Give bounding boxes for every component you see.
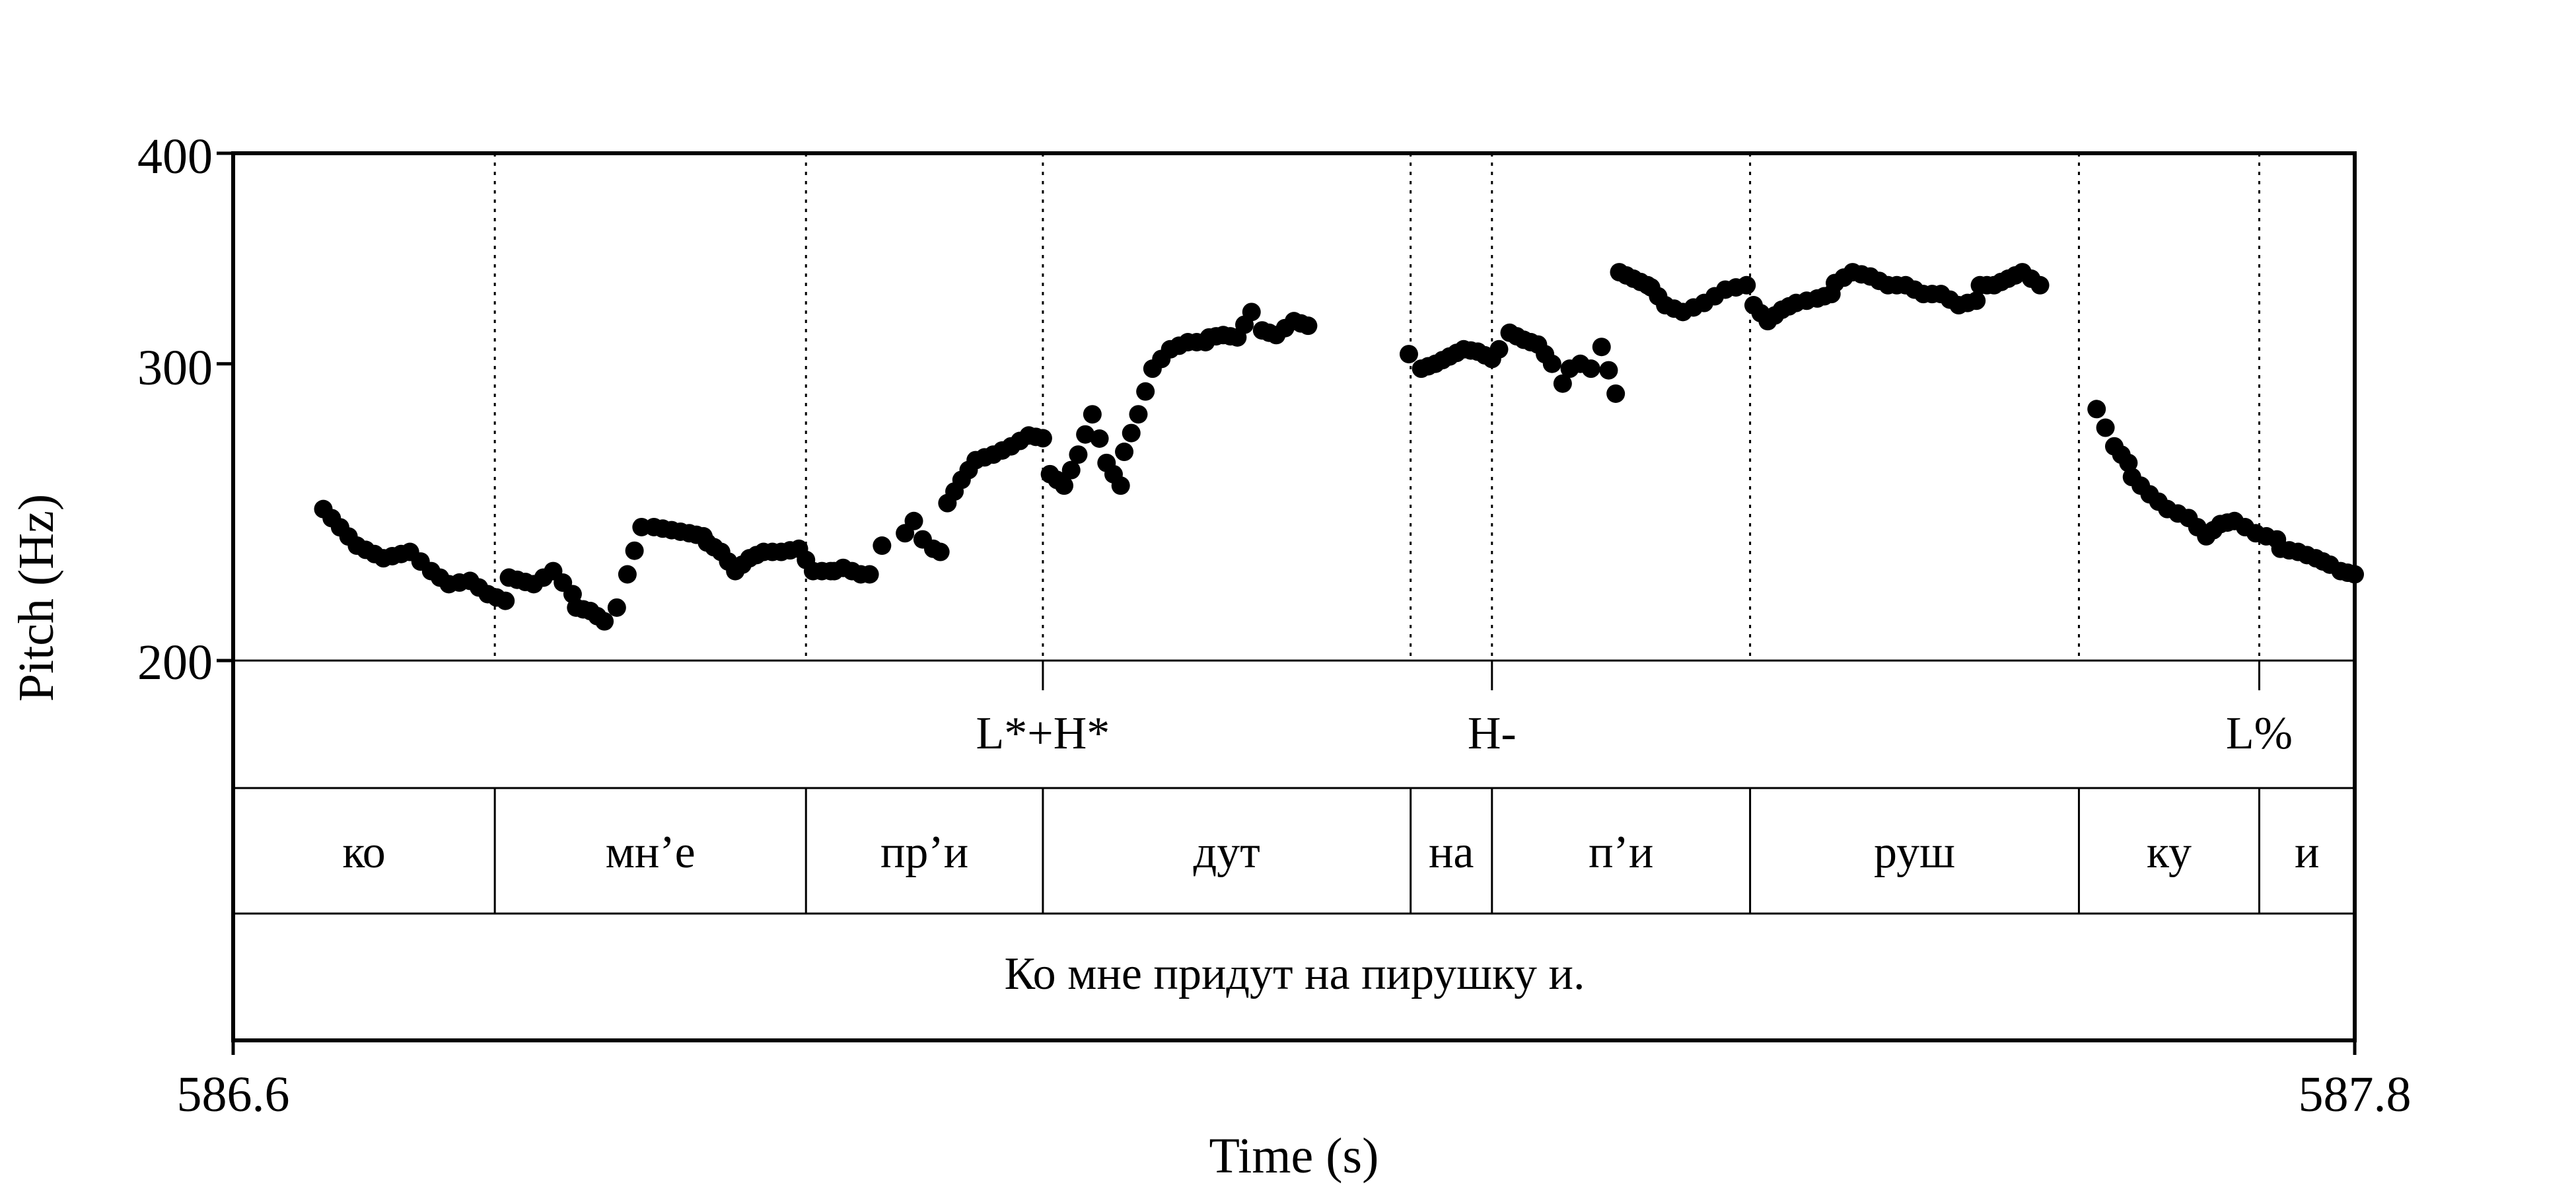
pitch-point: [860, 565, 879, 584]
syllable-label: ку: [2147, 827, 2192, 878]
pitch-point: [1055, 476, 1074, 495]
pitch-point: [1136, 382, 1155, 401]
sentence-label: Ко мне придут на пирушку и.: [1004, 949, 1585, 999]
syllable-label: руш: [1874, 827, 1955, 878]
y-tick-label-300: 300: [137, 340, 213, 396]
pitch-point: [2087, 400, 2106, 419]
y-axis-title: Pitch (Hz): [9, 494, 64, 702]
pitch-point: [1129, 405, 1148, 424]
syllable-label: дут: [1194, 827, 1260, 878]
syllable-label: ко: [342, 827, 385, 878]
tone-tier-labels: L*+H* H- L%: [976, 661, 2293, 759]
pitch-point: [1489, 340, 1509, 359]
y-tick-label-400: 400: [137, 129, 213, 184]
pitch-point: [904, 511, 923, 530]
pitch-point: [1967, 291, 1986, 310]
pitch-point: [1299, 316, 1318, 336]
pitch-point: [1083, 405, 1102, 424]
pitch-point: [2030, 275, 2050, 295]
pitch-point: [607, 598, 626, 617]
tone-label: H-: [1468, 708, 1517, 759]
syllable-label: мн’е: [606, 827, 696, 878]
pitch-point: [1599, 361, 1618, 380]
pitch-points: [314, 263, 2364, 631]
pitch-point: [618, 565, 637, 584]
pitch-point: [1581, 359, 1600, 378]
pitch-point: [1737, 275, 1756, 295]
pitch-point: [1553, 374, 1572, 393]
pitch-point: [1111, 476, 1130, 495]
x-axis-title: Time (s): [1209, 1128, 1379, 1184]
syllable-tier-labels: ко мн’е пр’и дут на п’и руш ку и: [342, 827, 2319, 878]
plot-border: [231, 151, 2357, 1042]
pitch-point: [1606, 384, 1626, 403]
pitch-point: [625, 541, 644, 560]
pitch-point: [1592, 338, 1611, 357]
syllable-label: и: [2295, 827, 2319, 878]
pitch-point: [2096, 418, 2115, 437]
y-tick-label-200: 200: [137, 635, 213, 690]
pitch-point: [2119, 453, 2138, 472]
pitch-point: [1076, 425, 1095, 444]
pitch-point: [1069, 445, 1088, 464]
pitch-point: [496, 591, 515, 610]
pitch-point: [1122, 423, 1141, 443]
pitch-point: [931, 542, 950, 561]
pitch-point: [1061, 460, 1081, 480]
syllable-label: п’и: [1589, 827, 1653, 878]
pitch-point: [1090, 429, 1109, 449]
tone-label: L%: [2226, 708, 2293, 759]
pitch-point: [1115, 443, 1134, 462]
x-tick-label-start: 586.6: [177, 1067, 290, 1122]
pitch-point: [1242, 303, 1261, 322]
syllable-label: пр’и: [880, 827, 968, 878]
pitch-point: [1399, 345, 1418, 364]
pitch-point: [1542, 354, 1561, 373]
tone-label: L*+H*: [976, 708, 1110, 759]
pitch-point: [873, 536, 892, 556]
syllable-label: на: [1429, 827, 1474, 878]
x-tick-label-end: 587.8: [2299, 1067, 2412, 1122]
plot-frame: [217, 151, 2357, 1055]
pitch-point: [595, 612, 614, 631]
pitch-point: [1033, 429, 1052, 448]
